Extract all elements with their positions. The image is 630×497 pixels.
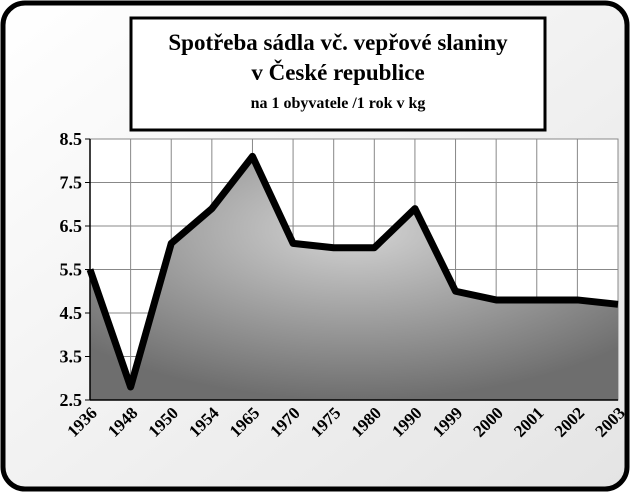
y-tick-label: 4.5: [60, 303, 83, 323]
chart-subtitle: na 1 obyvatele /1 rok v kg: [251, 95, 426, 112]
data-line: [86, 152, 619, 391]
y-tick-label: 3.5: [60, 347, 83, 367]
chart-title: v České republice: [251, 59, 424, 85]
chart-title: Spotřeba sádla vč. vepřové slaniny: [168, 30, 508, 55]
y-tick-label: 8.5: [60, 129, 83, 149]
y-tick-label: 6.5: [60, 216, 83, 236]
title-box: [129, 16, 547, 132]
y-tick-label: 7.5: [60, 173, 83, 193]
y-tick-label: 5.5: [60, 260, 83, 280]
y-tick-label: 2.5: [60, 390, 83, 410]
area-fill: [90, 156, 618, 400]
